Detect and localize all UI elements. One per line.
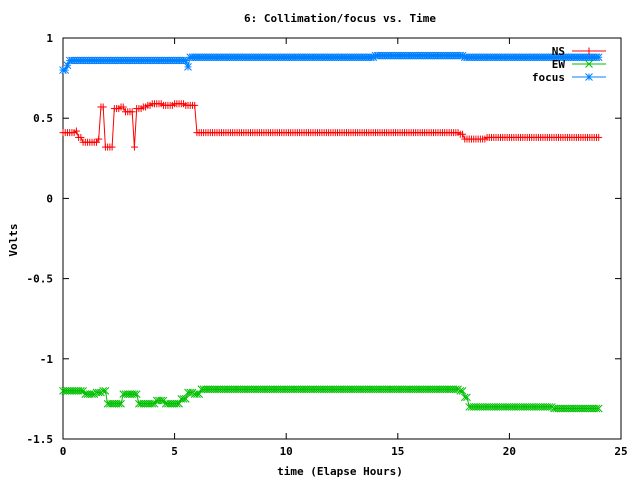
data-point-ns [95, 135, 103, 143]
x-tick-label: 25 [614, 445, 627, 458]
data-point-focus [594, 53, 603, 62]
data-point-ew [592, 404, 601, 413]
data-point-focus [181, 56, 190, 65]
data-point-ns [595, 133, 603, 141]
plot-frame [62, 37, 622, 440]
y-tick-label: 1 [46, 32, 53, 45]
data-point-ew [157, 396, 166, 405]
y-axis-ticks: -1.5 -1 -0.5 0 0.5 1 [27, 32, 621, 446]
data-point-ew [545, 403, 554, 411]
series-focus [59, 51, 603, 74]
x-tick-label: 20 [503, 445, 516, 458]
data-point-ew [88, 390, 96, 398]
chart-title: 6: Collimation/focus vs. Time [244, 12, 436, 25]
data-point-ns [72, 127, 80, 135]
data-point-ew [181, 395, 190, 403]
y-tick-label: -1.5 [27, 433, 54, 446]
data-point-ew [132, 390, 141, 398]
series-ew [59, 385, 603, 413]
data-point-ew [114, 399, 123, 408]
data-point-ew [594, 404, 603, 413]
data-point-ew [130, 390, 139, 398]
x-tick-label: 5 [171, 445, 178, 458]
data-point-ns [77, 133, 85, 141]
data-point-ns [108, 143, 116, 151]
data-point-ew [456, 387, 465, 395]
data-point-ew [458, 387, 467, 395]
data-point-ns [99, 103, 107, 111]
legend-label-ew: EW [552, 58, 566, 71]
x-tick-label: 15 [391, 445, 404, 458]
x-axis-label: time (Elapse Hours) [277, 465, 403, 478]
data-point-ew [99, 387, 108, 395]
y-axis-label: Volts [7, 223, 20, 256]
y-tick-label: -0.5 [27, 273, 54, 286]
data-point-ns [119, 103, 127, 111]
legend-marker-ew [585, 60, 593, 68]
y-tick-label: 0.5 [33, 112, 53, 125]
data-point-ew [101, 387, 110, 395]
data-point-ew [117, 399, 125, 408]
data-point-ew [460, 393, 469, 402]
data-point-ew [463, 393, 471, 402]
data-point-ew [179, 395, 188, 403]
data-point-ns [459, 130, 467, 138]
legend-marker-focus [585, 73, 593, 81]
y-tick-label: -1 [40, 353, 54, 366]
y-tick-label: 0 [46, 192, 53, 205]
data-point-ns [191, 101, 199, 109]
data-point-ew [94, 388, 103, 397]
plot-border [62, 37, 622, 440]
x-tick-label: 0 [60, 445, 67, 458]
legend-label-ns: NS [552, 45, 565, 58]
x-axis-ticks: 0 5 10 15 20 25 [60, 38, 628, 458]
data-point-focus [184, 63, 192, 71]
data-point-ew [150, 399, 159, 408]
legend-label-focus: focus [532, 71, 565, 84]
data-point-ew [77, 387, 85, 395]
data-point-ew [451, 385, 460, 394]
data-point-ew [186, 388, 195, 397]
data-point-ew [148, 399, 157, 408]
x-tick-label: 10 [280, 445, 293, 458]
data-point-ew [159, 396, 168, 405]
data-point-ns [128, 108, 136, 116]
series-ns [59, 100, 603, 151]
data-point-ew [79, 387, 87, 395]
data-point-ns [130, 143, 138, 151]
legend-marker-ns [585, 47, 593, 55]
series-layer [59, 51, 603, 413]
